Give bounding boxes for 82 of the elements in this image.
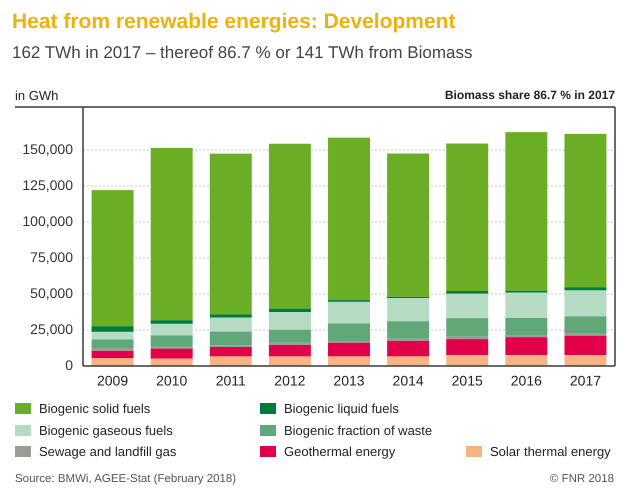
bar: [150, 358, 193, 366]
bar: [446, 336, 488, 340]
bar: [446, 144, 488, 292]
bar: [387, 153, 430, 297]
bar: [268, 344, 311, 356]
bar: [150, 335, 193, 347]
y-tick-label: 25,000: [30, 320, 74, 337]
bar: [268, 330, 311, 343]
legend-label: Biogenic liquid fuels: [284, 401, 399, 416]
bar: [387, 340, 430, 356]
y-tick-label: 125,000: [22, 177, 74, 193]
legend-label: Solar thermal energy: [490, 444, 611, 460]
bar: [387, 298, 430, 322]
x-tick-label: 2010: [156, 372, 188, 388]
bar: [92, 190, 134, 326]
y-tick-label: 75,000: [30, 248, 74, 265]
x-tick-label: 2017: [570, 372, 602, 388]
x-tick-label: 2012: [274, 372, 306, 388]
y-tick-label: 50,000: [30, 284, 74, 301]
bar: [210, 154, 252, 314]
bar: [92, 340, 134, 349]
bar: [92, 358, 134, 366]
bar: [210, 347, 252, 356]
bar: [268, 308, 311, 312]
bar: [328, 302, 370, 324]
legend-label: Biogenic solid fuels: [39, 401, 150, 416]
legend-label: Geothermal energy: [284, 444, 396, 460]
bar: [446, 294, 488, 318]
x-tick-label: 2015: [452, 372, 484, 388]
bar: [268, 312, 311, 330]
bar: [387, 321, 430, 339]
x-tick-label: 2009: [96, 372, 128, 388]
bar: [92, 350, 134, 358]
bar: [505, 132, 548, 291]
bar: [268, 144, 311, 309]
bar: [446, 355, 488, 366]
legend-label: Biogenic fraction of waste: [284, 422, 432, 438]
bar: [387, 356, 430, 366]
bar: [564, 316, 606, 334]
chart-subtitle: 162 TWh in 2017 – thereof 86.7 % or 141 TWh from Biomass: [12, 43, 472, 63]
source-note: Source: BMWi, AGEE-Stat (February 2018): [15, 473, 236, 485]
bar: [150, 324, 193, 336]
x-tick-label: 2013: [333, 372, 365, 388]
bar: [210, 318, 252, 332]
bar: [505, 292, 548, 318]
bar: [210, 314, 252, 318]
bar: [210, 332, 252, 346]
bar: [564, 134, 606, 288]
bar: [505, 318, 548, 336]
bar: [210, 356, 252, 366]
bar: [150, 348, 193, 359]
legend-label: Biogenic gaseous fuels: [39, 422, 173, 438]
bar: [328, 138, 370, 300]
bar: [150, 148, 193, 320]
bar: [564, 290, 606, 316]
bar: [446, 291, 488, 294]
text: Biomass share 86.7 % in 2017: [444, 88, 615, 102]
bar: [564, 336, 606, 356]
x-tick-label: 2011: [216, 372, 246, 388]
bar: [92, 332, 134, 340]
x-tick-label: 2014: [392, 372, 424, 388]
bar: [328, 356, 370, 366]
bar: [446, 339, 488, 356]
y-axis-title: in GWh: [15, 88, 58, 103]
chart-title: Heat from renewable energies: Development: [12, 10, 456, 34]
bar: [328, 324, 370, 341]
bar: [92, 326, 134, 332]
bar: [150, 320, 193, 324]
bar: [564, 333, 606, 336]
bar: [328, 342, 370, 356]
bar: [505, 337, 548, 356]
bar: [564, 355, 606, 366]
text: © FNR 2018: [550, 473, 614, 485]
y-tick-label: 150,000: [22, 141, 74, 158]
bar: [564, 287, 606, 290]
legend-label: Sewage and landfill gas: [39, 444, 176, 460]
y-tick-label: 100,000: [22, 212, 74, 229]
bar: [505, 355, 548, 366]
x-tick-label: 2016: [510, 372, 542, 388]
y-tick-label: 0: [65, 356, 74, 373]
bar: [268, 356, 311, 366]
bar: [446, 318, 488, 336]
